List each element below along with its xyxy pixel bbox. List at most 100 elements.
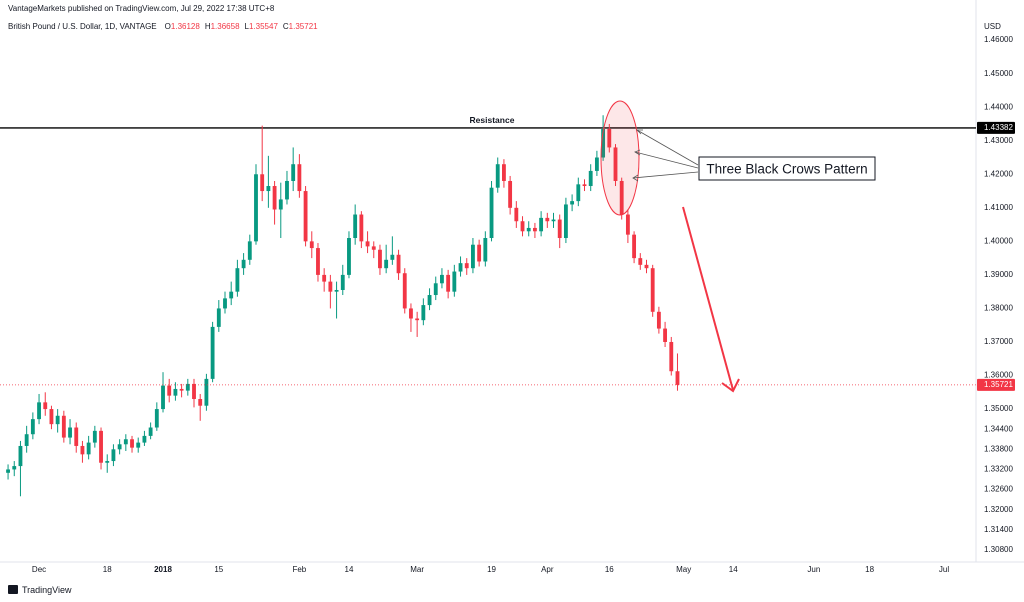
plot-area	[0, 115, 976, 497]
y-tick-label: 1.30800	[984, 545, 1013, 554]
x-tick-label: May	[676, 565, 691, 574]
ohlc-key: O	[165, 22, 171, 31]
x-tick-label: Dec	[32, 565, 46, 574]
candle-body	[117, 444, 122, 450]
candle-body	[483, 238, 488, 262]
candle-body	[43, 402, 48, 410]
y-tick-label: 1.40000	[984, 236, 1013, 245]
candle-body	[223, 298, 227, 309]
candle-body	[632, 234, 637, 259]
candle-body	[464, 263, 469, 269]
candle-body	[557, 219, 562, 239]
ohlc-value: 1.35547	[249, 22, 278, 31]
candle-body	[340, 274, 345, 290]
candle-body	[675, 371, 680, 385]
ohlc-key: H	[205, 22, 211, 31]
candle-body	[638, 258, 643, 265]
y-tick-label: 1.33800	[984, 444, 1013, 453]
symbol-name: British Pound / U.S. Dollar, 1D, VANTAGE	[8, 22, 157, 31]
y-tick-label: 1.41000	[984, 203, 1013, 212]
last-price-text: 1.35721	[984, 380, 1013, 389]
pointer-head	[634, 149, 641, 156]
candle-body	[650, 268, 655, 312]
candle-body	[545, 217, 550, 222]
candle-body	[563, 204, 568, 239]
candle-body	[502, 164, 506, 181]
ohlc-value: 1.36128	[171, 22, 200, 31]
candle-body	[347, 238, 351, 275]
y-tick-label: 1.39000	[984, 270, 1013, 279]
candle-body	[353, 214, 358, 239]
candle-body	[582, 184, 587, 187]
candle-body	[477, 244, 482, 262]
candle-body	[92, 430, 97, 443]
candle-body	[458, 263, 463, 272]
candle-body	[390, 254, 395, 260]
candle-body	[644, 264, 649, 269]
ohlc-key: L	[245, 22, 250, 31]
candle-body	[378, 249, 382, 269]
candle-body	[402, 273, 407, 309]
candle-body	[37, 402, 41, 420]
pointer	[636, 129, 699, 166]
candle-body	[433, 283, 438, 296]
y-tick-label: 1.38000	[984, 304, 1013, 313]
candle-body	[68, 427, 72, 438]
y-tick-label: 1.45000	[984, 69, 1013, 78]
arrow-shaft	[682, 206, 734, 391]
resistance-price-text: 1.43382	[984, 123, 1013, 132]
candle-body	[322, 274, 327, 282]
candle-body	[229, 291, 234, 299]
candle-body	[656, 311, 661, 329]
candle-body	[99, 430, 103, 463]
candle-body	[111, 449, 116, 462]
x-tick-label: 15	[214, 565, 223, 574]
y-tick-label: 1.36000	[984, 371, 1013, 380]
candle-body	[409, 308, 413, 319]
candle-body	[495, 164, 500, 188]
candle-body	[6, 469, 10, 473]
candle-body	[142, 435, 147, 443]
candle-body	[12, 466, 17, 470]
candle-body	[148, 427, 153, 436]
candle-body	[235, 268, 240, 292]
candle-body	[328, 281, 333, 292]
pointer	[634, 151, 699, 169]
candle-body	[272, 186, 277, 210]
brand-text: TradingView	[22, 585, 72, 595]
annotation-box	[698, 156, 876, 181]
candle-body	[30, 419, 35, 435]
candle-body	[514, 207, 519, 222]
y-tick-label: 1.42000	[984, 169, 1013, 178]
candle-body	[551, 219, 556, 222]
candle-body	[192, 383, 196, 400]
y-tick-label: 1.46000	[984, 35, 1013, 44]
candle-body	[136, 442, 141, 448]
candle-body	[185, 383, 190, 391]
candle-body	[198, 399, 203, 406]
candle-body	[365, 241, 370, 247]
x-tick-label: 16	[605, 565, 614, 574]
candle-body	[55, 415, 60, 425]
x-tick-label: 14	[729, 565, 738, 574]
ohlc-value: 1.36658	[211, 22, 240, 31]
candle-body	[179, 388, 184, 391]
arrow-head	[721, 378, 740, 393]
y-tick-label: 1.37000	[984, 337, 1013, 346]
candle-body	[80, 445, 85, 455]
x-tick-label: Apr	[541, 565, 554, 574]
ohlc-value: 1.35721	[289, 22, 318, 31]
candle-body	[489, 187, 494, 239]
candle-body	[570, 201, 575, 205]
candle-body	[154, 409, 159, 428]
y-tick-label: 1.32600	[984, 485, 1013, 494]
last-price-tag	[977, 378, 1015, 391]
candle-body	[210, 326, 215, 379]
pointer-head	[636, 129, 643, 135]
candle-body	[588, 170, 593, 187]
currency-label: USD	[984, 22, 1001, 31]
x-tick-label: Feb	[292, 565, 306, 574]
candle-body	[161, 385, 165, 410]
